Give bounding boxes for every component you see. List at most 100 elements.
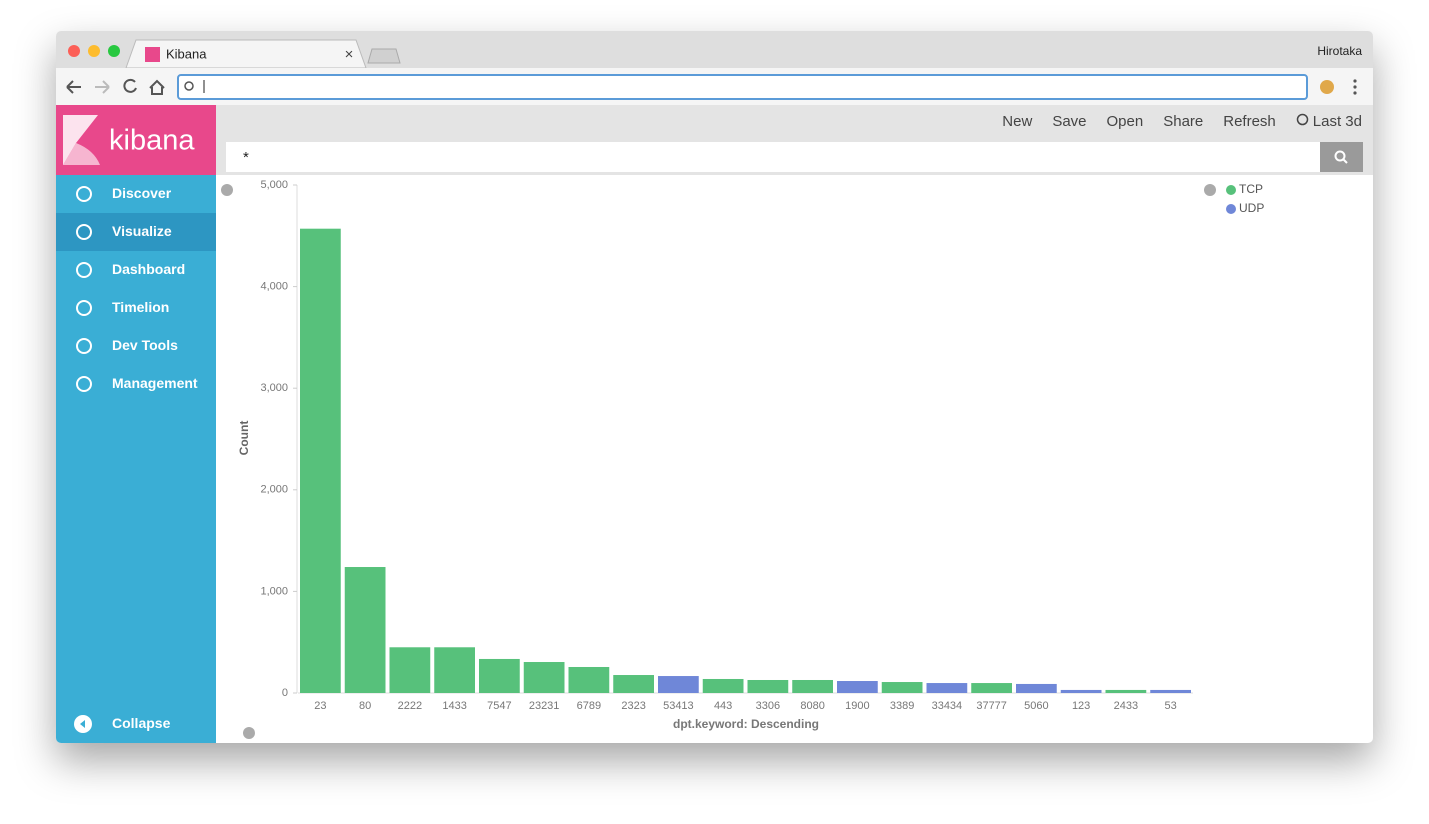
bar [1016,683,1057,693]
logo-text: kibana [109,125,195,157]
back-button[interactable] [66,80,81,94]
reload-button[interactable] [123,78,137,93]
toolbar: New Save Open Share Refresh Last 3d * [216,105,1373,175]
query-input[interactable]: * [226,142,1320,172]
nav-icon [76,224,92,240]
y-tick-label: 1,000 [260,585,288,597]
url-input[interactable] [177,74,1308,100]
logo-mark: kibana [63,115,195,165]
query-text: * [243,149,249,166]
minimize-button[interactable] [88,45,100,57]
toolbar-action[interactable]: Refresh [1223,113,1276,130]
collapse-button[interactable]: Collapse [56,705,216,743]
x-tick-label: 7547 [487,700,511,712]
x-tick-label: 33434 [932,700,963,712]
home-button[interactable] [149,79,165,95]
bar [300,228,341,694]
legend-label[interactable]: UDP [1239,201,1264,215]
search-button[interactable] [1320,142,1363,172]
active-tab[interactable] [125,39,367,68]
toggle-button[interactable] [243,727,255,739]
nav-icon [76,262,92,278]
x-tick-label: 3389 [890,700,914,712]
y-tick-label: 3,000 [260,382,288,394]
nav-label: Dashboard [112,261,186,277]
x-tick-label: 3306 [756,700,780,712]
x-tick-label: 23231 [529,700,560,712]
nav-item[interactable]: Dashboard [56,251,216,289]
bar [568,666,610,693]
x-tick-label: 2433 [1114,700,1138,712]
bar [837,681,878,693]
profile-name[interactable]: Hirotaka [1317,44,1362,58]
forward-button[interactable] [95,80,110,94]
nav-icon-shape [76,338,92,354]
address-bar [56,68,1373,106]
clock-icon [1296,113,1309,126]
nav-list: Discover Visualize Dashboard Timelion Dev To… [56,175,216,675]
menu-dot[interactable] [1353,85,1357,89]
nav-icon [76,376,92,392]
menu-dot[interactable] [1353,91,1357,95]
new-tab[interactable] [367,48,401,64]
y-tick-label: 0 [282,687,288,699]
nav-icon [76,300,92,316]
nav-item[interactable]: Visualize [56,213,216,251]
logo[interactable]: kibana [56,105,216,175]
bar [344,567,386,693]
toggle-button[interactable] [221,184,233,196]
collapse-icon [74,715,92,733]
x-tick-label: 23 [314,700,326,712]
tab-favicon [145,47,160,62]
x-tick-label: 2323 [621,700,645,712]
extension-icon[interactable] [1320,80,1334,94]
time-picker[interactable]: Last 3d [1296,113,1362,130]
nav-label: Discover [112,185,172,201]
y-tick-label: 5,000 [260,179,288,191]
bar [1060,689,1102,693]
browser-window: Kibana × Hirotaka kibana Disco [56,31,1373,743]
x-tick-label: 80 [359,700,371,712]
close-button[interactable] [68,45,80,57]
y-tick-label: 4,000 [260,281,288,293]
nav-item[interactable]: Discover [56,175,216,213]
tab-title: Kibana [166,46,207,61]
nav-icon [76,186,92,202]
bar [747,679,789,693]
bar [702,678,744,693]
legend-label[interactable]: TCP [1239,182,1263,196]
bar [389,647,431,693]
y-tick-label: 2,000 [260,484,288,496]
y-axis-title: Count [237,421,251,456]
nav-label: Dev Tools [112,337,178,353]
search-icon [184,81,194,91]
bar [479,658,520,693]
bar [658,676,699,693]
toolbar-action[interactable]: Open [1106,113,1144,130]
collapse-label: Collapse [112,715,171,731]
search-button-icon [1334,150,1348,164]
bar [1105,689,1147,693]
maximize-button[interactable] [108,45,120,57]
menu-dot[interactable] [1353,79,1357,83]
logo-shape [63,115,98,165]
x-tick-label: 5060 [1024,700,1048,712]
legend-swatch [1226,204,1236,214]
toolbar-action[interactable]: Share [1163,113,1204,130]
nav-item[interactable]: Timelion [56,289,216,327]
x-tick-label: 2222 [398,700,422,712]
bar [792,679,833,693]
x-tick-label: 53 [1165,700,1177,712]
x-tick-label: 443 [714,700,732,712]
toolbar-action[interactable]: Save [1052,113,1087,130]
x-tick-label: 53413 [663,700,694,712]
tab-close[interactable]: × [345,46,354,63]
nav-item[interactable]: Management [56,365,216,403]
legend-toggle[interactable] [1204,184,1216,196]
nav-item[interactable]: Dev Tools [56,327,216,365]
bar [881,682,923,693]
toolbar-action[interactable]: New [1002,113,1033,130]
x-tick-label: 1433 [442,700,466,712]
